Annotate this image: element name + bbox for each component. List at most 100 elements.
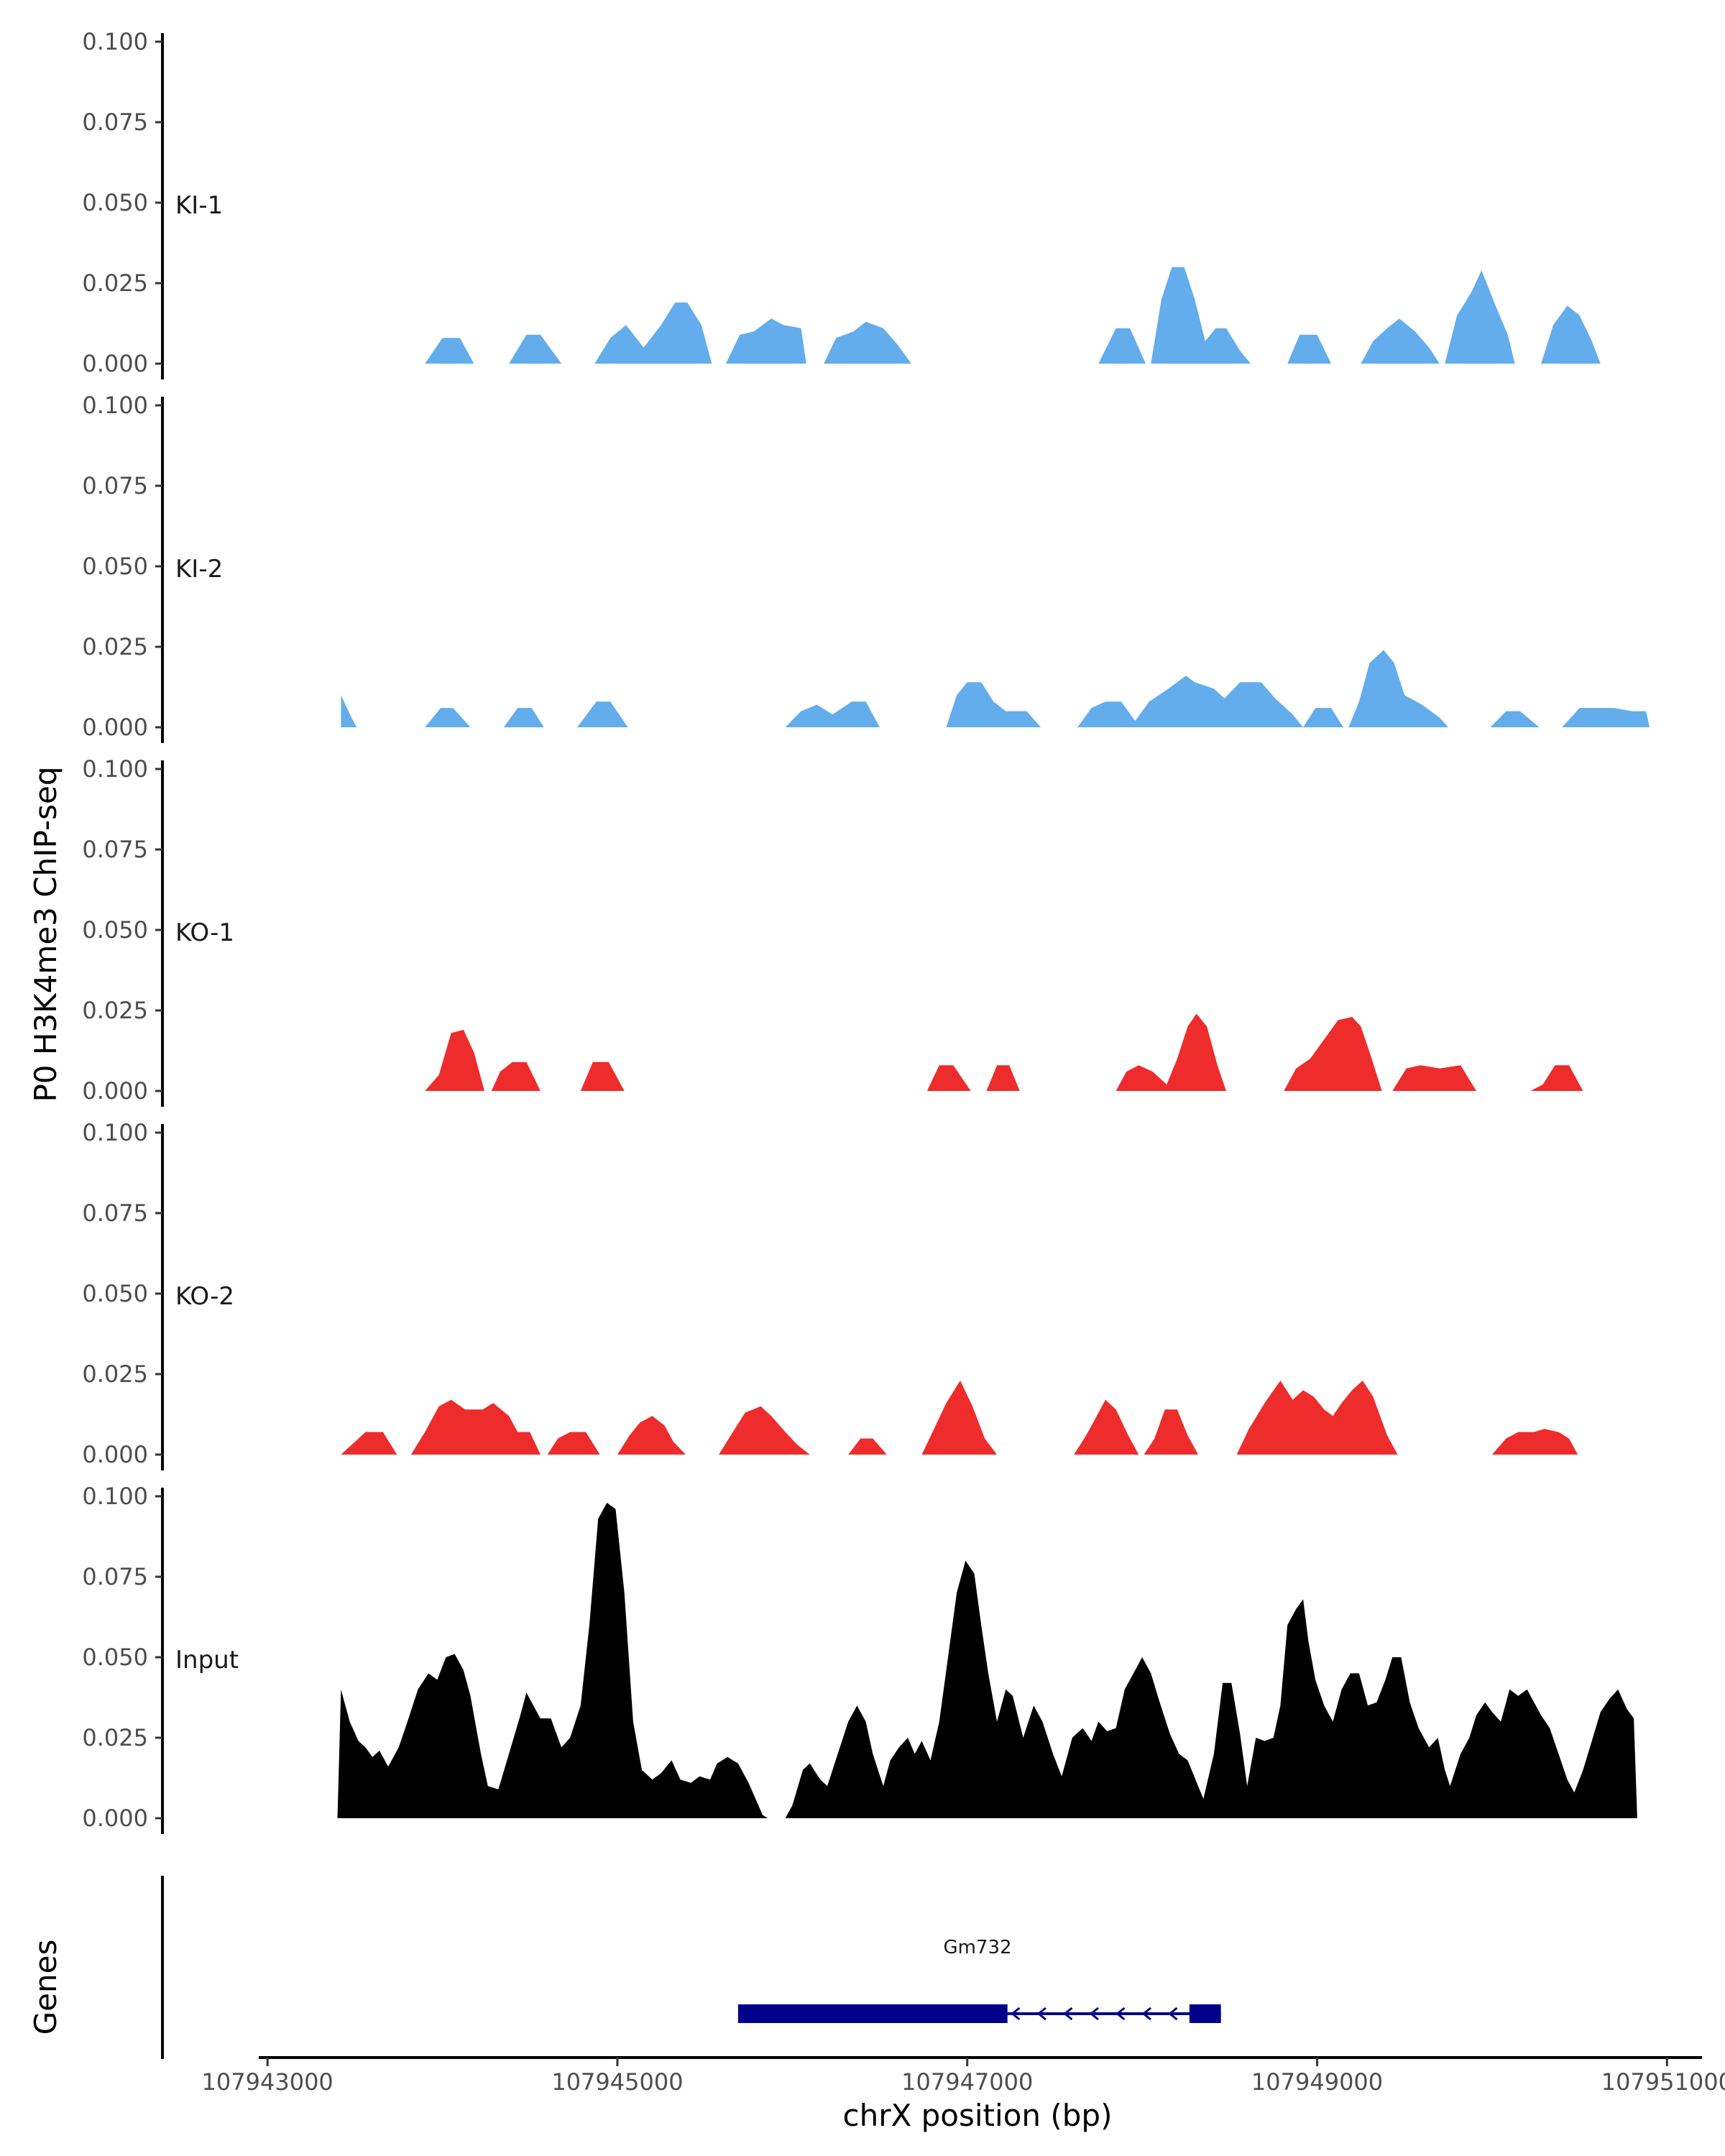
coverage-peak xyxy=(1144,1409,1198,1455)
strand-arrow xyxy=(1011,2007,1021,2021)
coverage-peak xyxy=(1287,334,1331,364)
coverage-peak xyxy=(946,682,1041,727)
coverage-peak xyxy=(503,708,544,727)
coverage-peak xyxy=(1361,318,1440,364)
gene-label: Gm732 xyxy=(943,1937,1011,1958)
coverage-peak xyxy=(425,338,474,364)
strand-arrow xyxy=(1089,2007,1099,2021)
coverage-peak xyxy=(425,1029,484,1091)
coverage-peak xyxy=(725,318,806,364)
y-tick-label: 0.050 xyxy=(82,189,148,216)
coverage-peak xyxy=(410,1399,540,1455)
y-axis-title: P0 H3K4me3 ChIP-seq xyxy=(28,766,63,1102)
gene-exon-block xyxy=(1189,2004,1221,2023)
x-tick-label: 107943000 xyxy=(202,2068,334,2096)
y-tick-label: 0.075 xyxy=(82,1563,148,1590)
strand-arrow xyxy=(1141,2007,1151,2021)
strand-arrow xyxy=(1036,2007,1046,2021)
coverage-peak xyxy=(926,1065,971,1091)
y-tick-label: 0.025 xyxy=(82,1360,148,1388)
coverage-peak xyxy=(1236,1381,1398,1455)
y-tick-label: 0.050 xyxy=(82,916,148,944)
coverage-peak xyxy=(425,708,471,727)
coverage-peak xyxy=(986,1065,1020,1091)
track-label: KI-1 xyxy=(175,191,223,220)
coverage-tracks: 0.0000.0250.0500.0750.100KI-10.0000.0250… xyxy=(82,28,1650,1834)
track-label: KO-2 xyxy=(175,1282,234,1311)
coverage-peak xyxy=(1392,1065,1476,1091)
coverage-peak xyxy=(1541,305,1601,364)
coverage-peak xyxy=(341,1432,397,1455)
x-axis: 107943000 107945000 107947000 107949000 1079… xyxy=(202,2056,1725,2096)
gene-exon-block xyxy=(737,2004,1008,2023)
y-tick-label: 0.025 xyxy=(82,633,148,660)
track-ki-1: 0.000 0.025 0.050 0.075 0.100 KI-1 xyxy=(82,28,1601,379)
x-tick-label: 107945000 xyxy=(551,2068,683,2096)
coverage-peak xyxy=(785,701,880,727)
gene-model xyxy=(737,2004,1221,2023)
y-tick-label: 0.050 xyxy=(82,553,148,580)
y-tick-label: 0.075 xyxy=(82,109,148,136)
coverage-peak xyxy=(491,1061,540,1091)
x-tick-label: 107949000 xyxy=(1251,2068,1383,2096)
strand-arrow xyxy=(1063,2007,1073,2021)
coverage-peak xyxy=(1348,650,1449,727)
coverage-peak xyxy=(1445,270,1515,364)
track-label: KO-1 xyxy=(175,918,234,947)
coverage-peak xyxy=(580,1061,625,1091)
x-tick-label: 107951000 xyxy=(1601,2068,1725,2096)
track-label: KI-2 xyxy=(175,555,223,584)
coverage-peak xyxy=(719,1406,810,1455)
y-tick-label: 0.000 xyxy=(82,350,148,377)
y-tick-label: 0.100 xyxy=(82,1483,148,1510)
y-tick-label: 0.075 xyxy=(82,1199,148,1227)
coverage-peak xyxy=(577,701,628,727)
y-tick-label: 0.100 xyxy=(82,755,148,783)
coverage-peak xyxy=(547,1432,600,1455)
y-tick-label: 0.050 xyxy=(82,1644,148,1671)
coverage-peak xyxy=(1098,328,1146,364)
coverage-peak xyxy=(337,1503,768,1818)
y-tick-label: 0.025 xyxy=(82,997,148,1024)
y-tick-label: 0.000 xyxy=(82,1077,148,1105)
x-tick-label: 107947000 xyxy=(901,2068,1033,2096)
y-tick-label: 0.000 xyxy=(82,1441,148,1468)
y-tick-label: 0.100 xyxy=(82,28,148,55)
track-ko-1: 0.000 0.025 0.050 0.075 0.100 KO-1 xyxy=(82,755,1583,1107)
y-tick-label: 0.000 xyxy=(82,1805,148,1832)
track-label: Input xyxy=(175,1646,239,1674)
coverage-peak xyxy=(1530,1065,1583,1091)
y-tick-label: 0.025 xyxy=(82,1724,148,1751)
coverage-peak xyxy=(1490,711,1540,727)
coverage-peak xyxy=(1491,1429,1578,1455)
x-axis-title: chrX position (bp) xyxy=(843,2098,1113,2133)
strand-arrow xyxy=(1168,2007,1178,2021)
coverage-peak xyxy=(1074,1399,1139,1455)
coverage-peak xyxy=(921,1381,998,1455)
track-ko-2: 0.000 0.025 0.050 0.075 0.100 KO-2 xyxy=(82,1119,1578,1470)
y-tick-label: 0.000 xyxy=(82,714,148,741)
coverage-peak xyxy=(341,695,357,727)
y-tick-label: 0.100 xyxy=(82,392,148,419)
coverage-peak xyxy=(1303,708,1343,727)
track-ki-2: 0.000 0.025 0.050 0.075 0.100 KI-2 xyxy=(82,392,1650,743)
y-tick-label: 0.075 xyxy=(82,472,148,499)
coverage-peak xyxy=(1151,267,1251,364)
track-input: 0.000 0.025 0.050 0.075 0.100 Input xyxy=(82,1483,1637,1834)
coverage-peak xyxy=(1077,676,1304,727)
genes-panel: Gm732 xyxy=(161,1876,1221,2059)
coverage-peak xyxy=(785,1560,1637,1818)
strand-arrow xyxy=(1116,2007,1126,2021)
coverage-peak xyxy=(824,321,911,364)
coverage-peak xyxy=(509,334,562,364)
y-tick-label: 0.075 xyxy=(82,836,148,863)
coverage-peak xyxy=(1284,1017,1382,1091)
coverage-peak xyxy=(848,1438,887,1455)
y-tick-label: 0.025 xyxy=(82,270,148,297)
coverage-peak xyxy=(1116,1013,1226,1091)
coverage-peak xyxy=(617,1416,686,1455)
coverage-peak xyxy=(594,302,712,364)
coverage-peak xyxy=(1562,708,1650,727)
genes-axis-title: Genes xyxy=(28,1940,63,2035)
